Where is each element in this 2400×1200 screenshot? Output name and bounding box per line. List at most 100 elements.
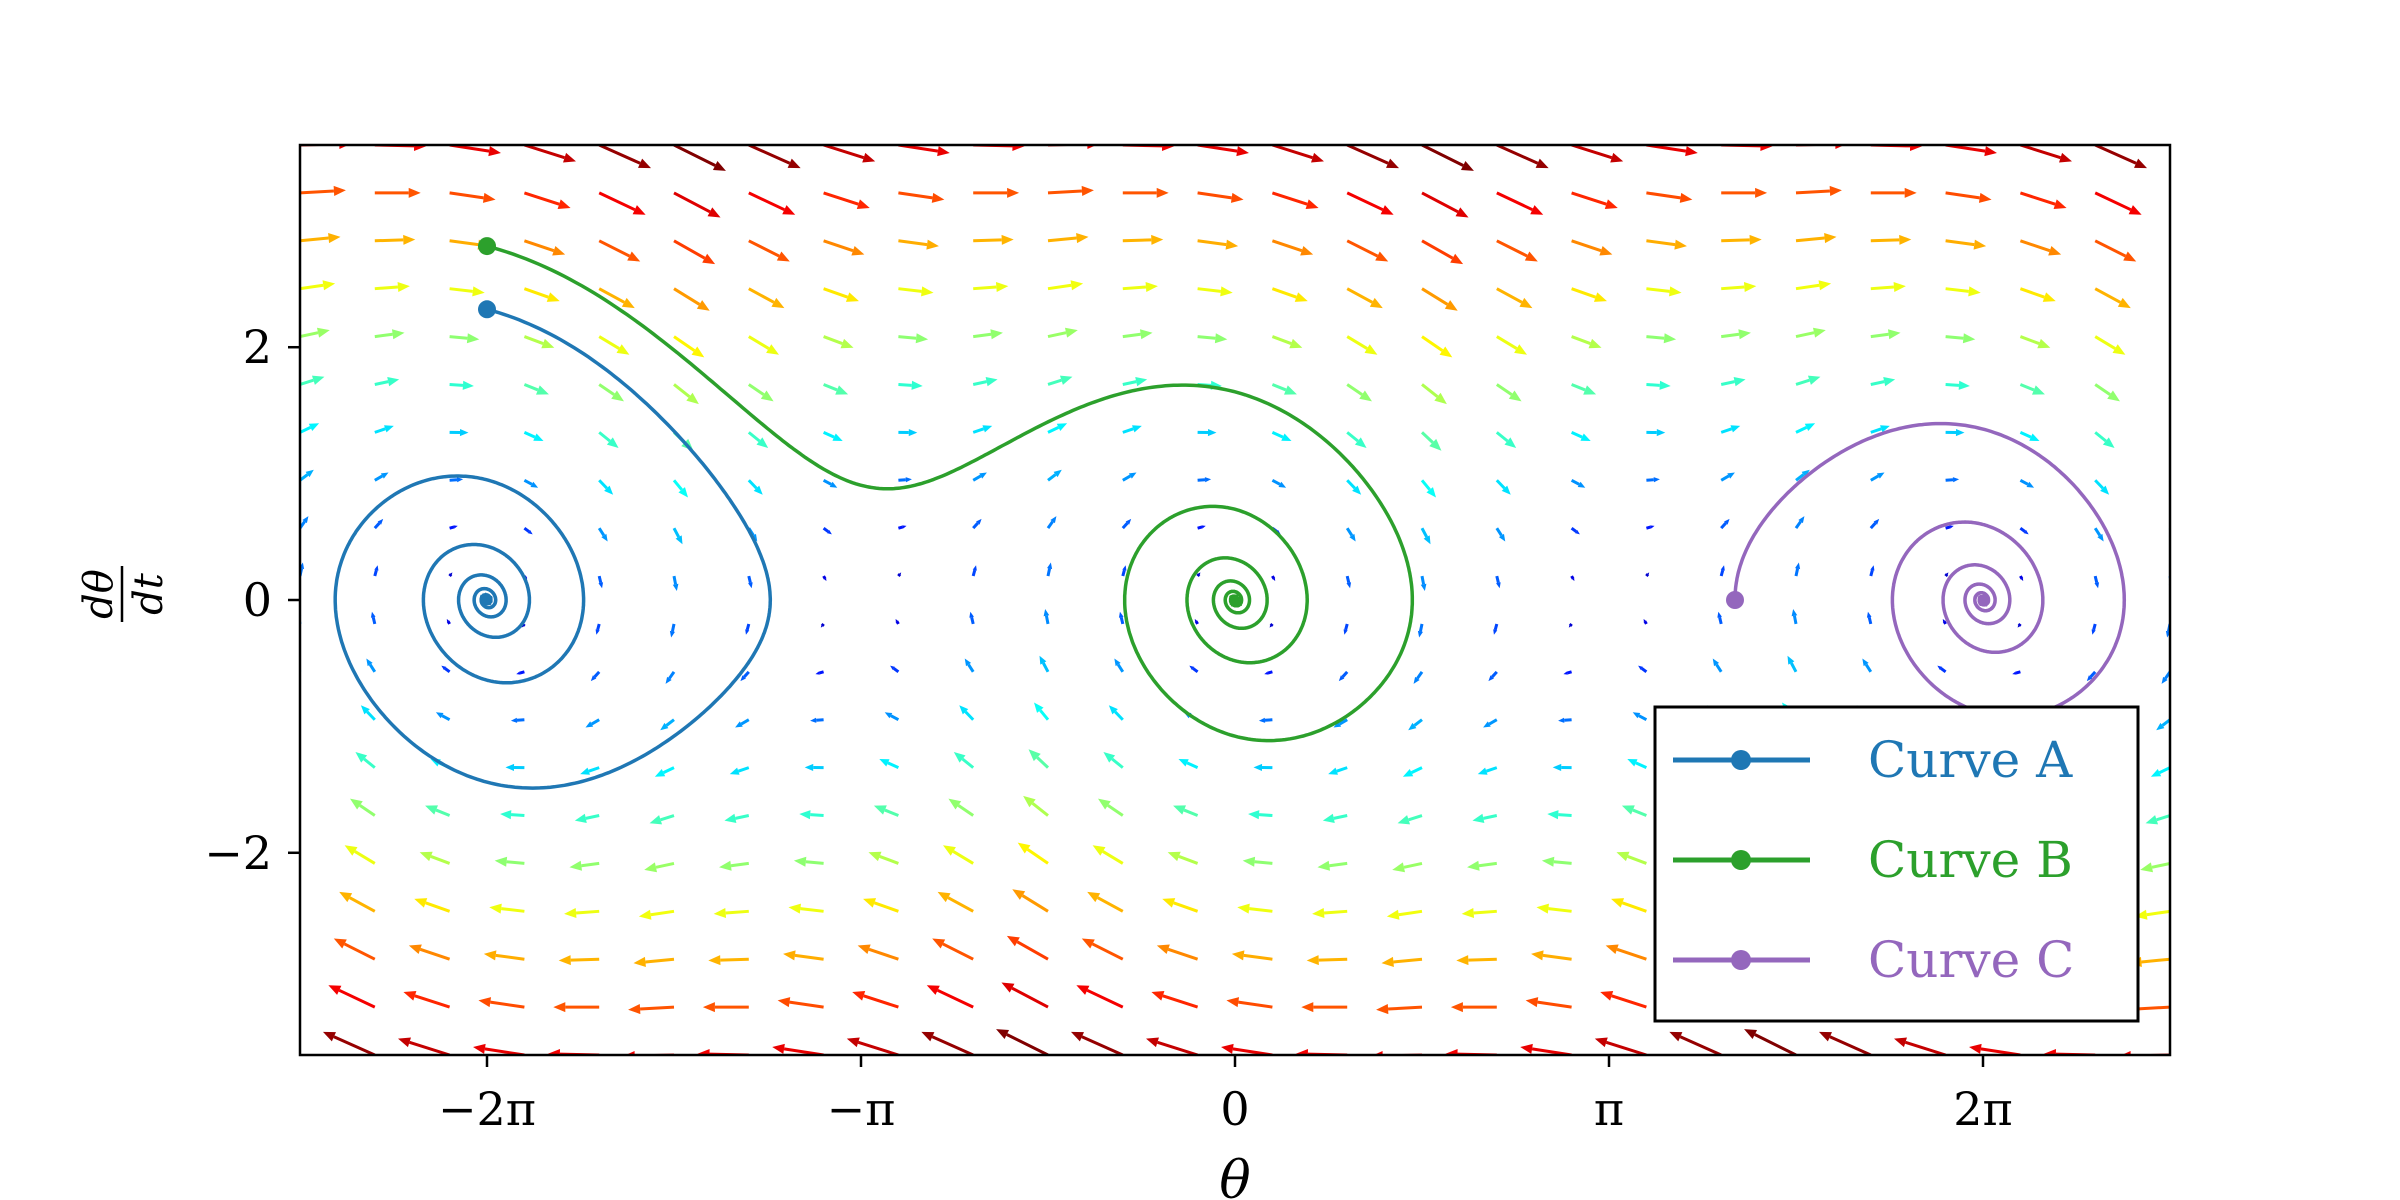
field-arrow: [669, 623, 676, 638]
field-arrow: [890, 665, 900, 674]
field-arrow: [972, 425, 993, 434]
field-arrow: [1945, 525, 1954, 530]
field-arrow: [804, 763, 824, 772]
field-arrow: [1047, 375, 1073, 386]
field-arrow: [973, 187, 1020, 198]
y-axis-label-denominator: dt: [126, 572, 172, 615]
field-arrow: [1495, 479, 1511, 495]
field-arrow: [1271, 383, 1297, 395]
field-arrow: [1178, 758, 1199, 769]
field-arrow: [523, 478, 539, 488]
field-arrow: [1226, 997, 1273, 1009]
field-arrow: [948, 798, 975, 817]
field-arrow: [1046, 516, 1057, 530]
field-arrow: [1945, 239, 1987, 250]
field-arrow: [2019, 431, 2040, 442]
field-arrow: [2150, 766, 2170, 777]
x-axis-label: θ: [1219, 1151, 1250, 1200]
field-arrow: [1869, 565, 1875, 577]
field-arrow: [1477, 766, 1498, 775]
field-arrow: [1870, 281, 1906, 293]
field-arrow: [973, 234, 1014, 245]
field-arrow: [374, 377, 400, 387]
field-arrow: [1563, 670, 1572, 675]
field-arrow: [822, 575, 827, 582]
field-arrow: [822, 431, 843, 442]
field-arrow: [1346, 383, 1372, 402]
field-arrow: [654, 766, 675, 777]
field-arrow: [1571, 287, 1607, 302]
field-arrow: [2012, 670, 2021, 675]
field-arrow: [1942, 618, 1947, 625]
field-arrow: [822, 478, 838, 488]
vector-field: [300, 145, 2170, 1055]
field-arrow: [1408, 718, 1423, 731]
field-arrow: [523, 191, 571, 210]
field-arrow: [2134, 909, 2170, 920]
field-arrow: [1046, 562, 1053, 577]
field-arrow: [897, 572, 902, 577]
field-arrow: [2094, 383, 2120, 402]
field-arrow: [748, 335, 779, 355]
x-tick-label: 0: [1220, 1082, 1249, 1136]
field-arrow: [672, 479, 689, 498]
field-arrow: [748, 287, 785, 309]
field-arrow: [1646, 333, 1677, 344]
field-arrow: [1156, 944, 1199, 961]
field-arrow: [1795, 423, 1816, 434]
field-arrow: [937, 891, 974, 913]
field-arrow: [449, 380, 474, 390]
field-arrow: [1122, 377, 1148, 387]
field-arrow: [1450, 1002, 1497, 1013]
field-arrow: [1862, 658, 1873, 673]
field-arrow: [895, 618, 900, 625]
field-arrow: [1392, 861, 1423, 873]
field-arrow: [1001, 982, 1049, 1009]
field-arrow: [926, 985, 974, 1009]
field-arrow: [1421, 145, 1474, 171]
curve-start-point-b: [478, 237, 496, 256]
field-arrow: [898, 428, 918, 437]
field-arrow: [300, 909, 301, 912]
field-arrow: [747, 383, 774, 402]
x-tick-label: π: [1594, 1082, 1624, 1136]
field-arrow: [972, 518, 982, 530]
field-arrow: [2169, 336, 2170, 339]
field-arrow: [1520, 1043, 1572, 1055]
field-arrow: [2168, 432, 2170, 435]
field-arrow: [1122, 281, 1158, 293]
y-axis-label: dθ dt: [76, 566, 172, 622]
field-arrow: [350, 798, 376, 817]
field-arrow: [1118, 611, 1125, 625]
field-arrow: [1108, 705, 1124, 721]
field-arrow: [300, 957, 301, 960]
field-arrow: [1346, 431, 1367, 449]
field-arrow: [300, 375, 325, 386]
field-arrow: [1317, 860, 1348, 871]
field-arrow: [300, 233, 341, 244]
field-arrow: [1043, 609, 1050, 625]
field-arrow: [973, 329, 1003, 340]
field-arrow: [1402, 766, 1423, 777]
field-arrow: [2091, 623, 2097, 635]
field-arrow: [1033, 702, 1050, 721]
field-arrow: [1421, 191, 1469, 218]
field-arrow: [1720, 472, 1735, 482]
field-arrow: [553, 1002, 600, 1013]
field-arrow: [1346, 239, 1389, 262]
field-arrow: [1495, 575, 1501, 589]
field-arrow: [1495, 431, 1517, 449]
field-arrow: [1969, 1043, 2021, 1055]
field-arrow: [2156, 718, 2170, 731]
field-arrow: [1413, 670, 1424, 684]
field-arrow: [374, 329, 405, 340]
field-arrow: [748, 191, 796, 215]
field-arrow: [953, 751, 975, 769]
field-arrow: [1594, 1037, 1647, 1055]
field-arrow: [898, 191, 945, 203]
field-arrow: [1611, 898, 1647, 913]
field-arrow: [564, 907, 600, 919]
field-arrow: [1221, 1043, 1273, 1055]
field-arrow: [719, 860, 749, 871]
field-arrow: [1568, 623, 1573, 628]
